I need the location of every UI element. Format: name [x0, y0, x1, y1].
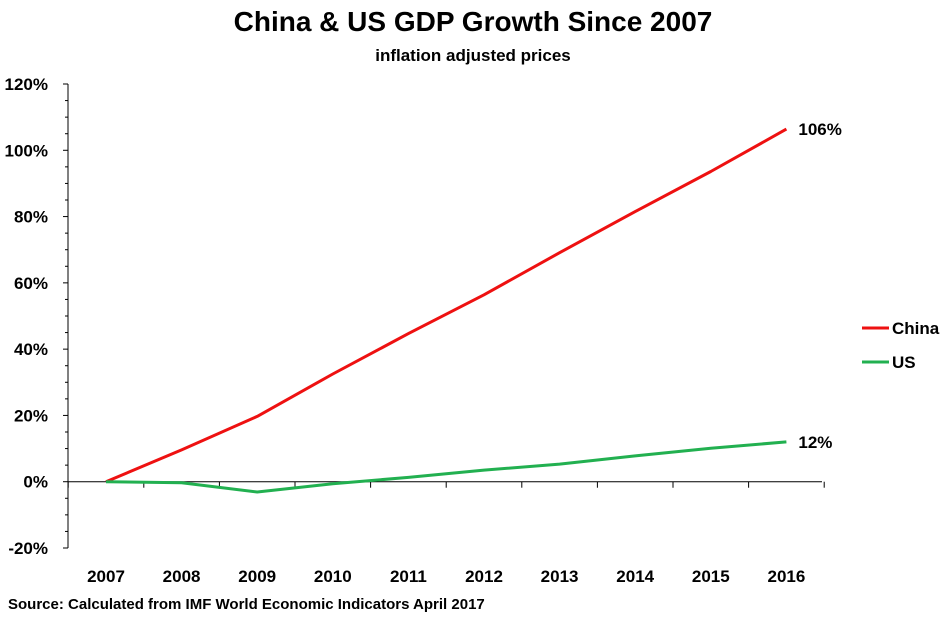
chart-source: Source: Calculated from IMF World Econom…	[8, 596, 485, 613]
x-tick-label: 2008	[163, 567, 201, 586]
y-tick-label: 100%	[5, 141, 48, 160]
legend-label-us: US	[892, 353, 916, 372]
end-label-us: 12%	[798, 433, 832, 452]
x-tick-label: 2014	[616, 567, 654, 586]
chart-subtitle: inflation adjusted prices	[375, 46, 571, 65]
series-lines	[105, 127, 788, 494]
x-tick-label: 2015	[692, 567, 730, 586]
end-labels: 106% 12%	[798, 120, 841, 452]
x-tick-label: 2007	[87, 567, 125, 586]
x-tick-label: 2010	[314, 567, 352, 586]
y-tick-label: -20%	[8, 539, 48, 558]
end-label-china: 106%	[798, 120, 841, 139]
legend-label-china: China	[892, 319, 940, 338]
y-tick-label: 40%	[14, 340, 48, 359]
series-line-us	[105, 440, 787, 494]
y-tick-label: 20%	[14, 406, 48, 425]
y-tick-label: 80%	[14, 208, 48, 227]
axes: -20% 0% 20% 40% 60% 80% 100% 120% 2007 2008 2009 20…	[5, 75, 825, 586]
chart-title: China & US GDP Growth Since 2007	[233, 6, 713, 37]
x-tick-label: 2011	[390, 567, 427, 586]
x-tick-label: 2012	[465, 567, 503, 586]
legend: China US	[862, 319, 940, 372]
x-tick-label: 2013	[541, 567, 579, 586]
x-tick-label: 2016	[767, 567, 805, 586]
series-line-china	[105, 127, 788, 484]
y-tick-label: 60%	[14, 274, 48, 293]
x-tick-label: 2009	[238, 567, 276, 586]
y-tick-label: 0%	[23, 473, 48, 492]
y-tick-label: 120%	[5, 75, 48, 94]
